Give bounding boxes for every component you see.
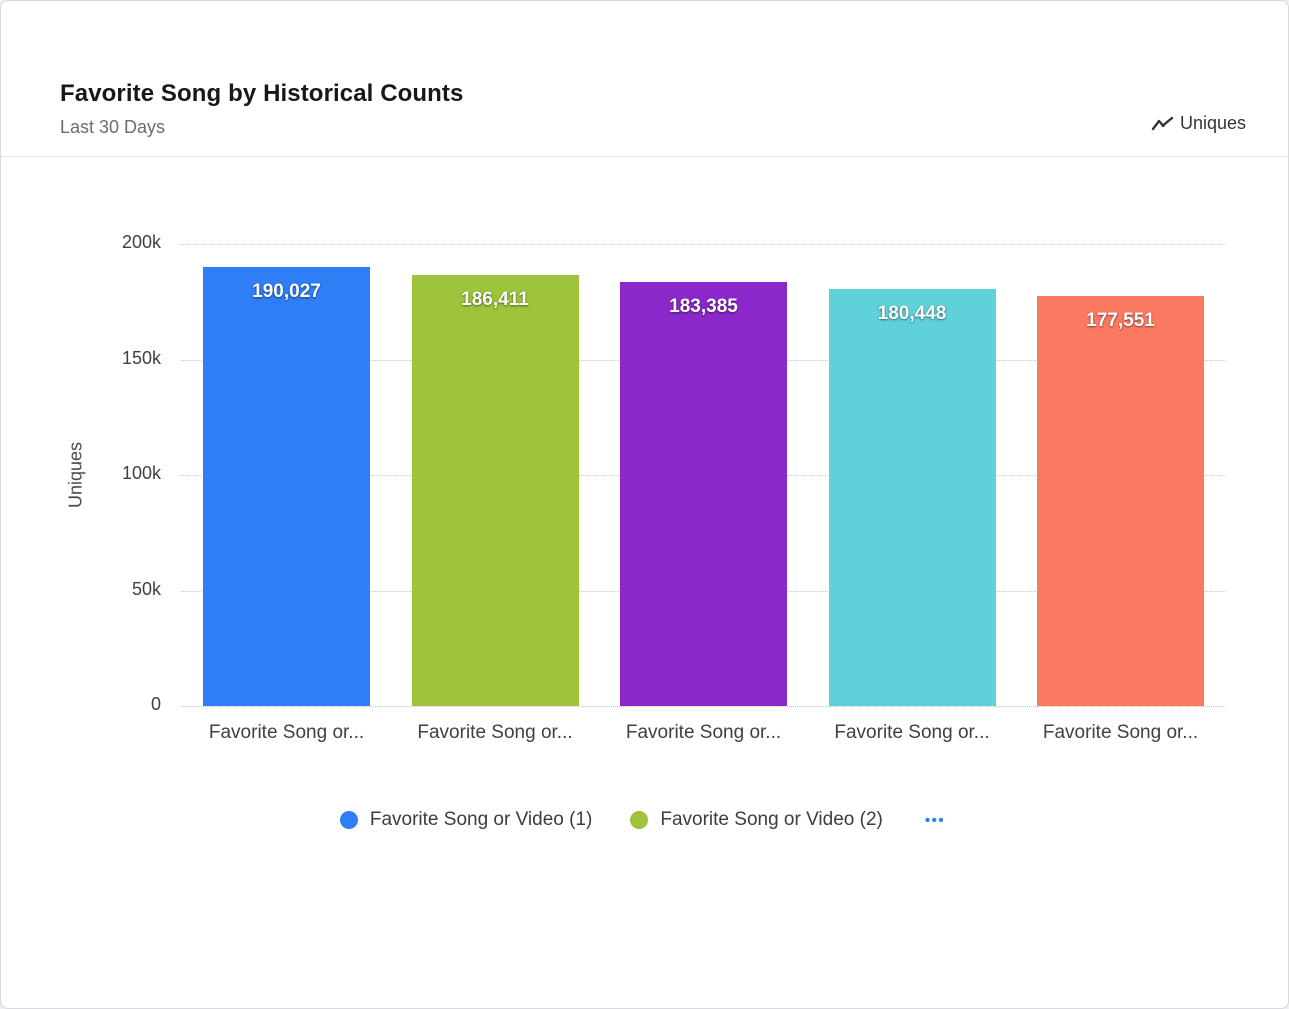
- legend-items: Favorite Song or Video (1) Favorite Song …: [339, 809, 883, 831]
- legend-label: Favorite Song or Video (2): [660, 809, 883, 830]
- bar-value-label: 183,385: [669, 296, 738, 318]
- bars-container: 190,027 186,411 183,385 180,448 177,551: [181, 244, 1226, 706]
- bar-slot: 183,385: [620, 244, 787, 706]
- bar-value-label: 177,551: [1086, 309, 1155, 331]
- bar-slot: 186,411: [411, 244, 579, 706]
- y-axis-label: Uniques: [65, 441, 86, 509]
- metric-label: Uniques: [1179, 113, 1246, 133]
- legend-label: Favorite Song or Video (1): [369, 809, 593, 830]
- bar-4[interactable]: 180,448: [828, 289, 996, 706]
- gridline-200k: 200k: [122, 232, 1226, 252]
- x-axis-category-label: Favorite Song or...: [417, 722, 573, 743]
- card-header: Favorite Song by Historical Counts Last …: [1, 1, 1288, 157]
- x-axis-category-label: Favorite Song or...: [625, 722, 782, 743]
- chart-subtitle: Last 30 Days: [60, 117, 166, 137]
- bar-slot: 177,551: [1037, 244, 1204, 706]
- bar-slot: 180,448: [828, 244, 996, 706]
- legend-color-dot: [339, 811, 358, 829]
- bar-5[interactable]: 177,551: [1037, 295, 1204, 706]
- y-tick-label: 0: [150, 694, 161, 714]
- bar-2[interactable]: 186,411: [411, 275, 579, 706]
- x-label-slot: Favorite Song or...: [412, 722, 579, 744]
- line-chart-icon: [1151, 116, 1174, 130]
- x-axis-category-label: Favorite Song or...: [834, 722, 990, 743]
- y-tick-label: 200k: [121, 232, 161, 252]
- legend-color-dot: [630, 811, 649, 829]
- bar-slot: 190,027: [203, 244, 370, 706]
- bar-3[interactable]: 183,385: [620, 282, 787, 706]
- legend-item[interactable]: Favorite Song or Video (2): [630, 809, 883, 831]
- x-label-slot: Favorite Song or...: [203, 722, 370, 744]
- x-axis-category-label: Favorite Song or...: [208, 722, 365, 743]
- legend-more-button[interactable]: •••: [921, 810, 949, 831]
- bar-value-label: 186,411: [461, 289, 529, 311]
- bar-value-label: 190,027: [252, 281, 321, 303]
- y-tick-label: 150k: [121, 347, 161, 368]
- y-tick-label: 50k: [131, 578, 161, 599]
- chart-title: Favorite Song by Historical Counts: [60, 80, 464, 107]
- header-text-block: Favorite Song by Historical Counts Last …: [60, 80, 463, 138]
- legend-item[interactable]: Favorite Song or Video (1): [339, 809, 593, 831]
- gridline-0: 0: [151, 694, 1226, 714]
- x-label-slot: Favorite Song or...: [1037, 722, 1204, 744]
- x-axis-category-label: Favorite Song or...: [1042, 722, 1199, 743]
- plot-area: 190,027 186,411 183,385 180,448 177,551 200k…: [122, 232, 1226, 714]
- x-axis-labels: Favorite Song or... Favorite Song or... Fa…: [181, 722, 1226, 744]
- x-label-slot: Favorite Song or...: [620, 722, 787, 744]
- legend: Favorite Song or Video (1) Favorite Song …: [1, 809, 1288, 831]
- y-tick-label: 100k: [121, 463, 161, 483]
- bar-value-label: 180,448: [877, 303, 947, 325]
- x-label-slot: Favorite Song or...: [829, 722, 996, 744]
- metric-selector[interactable]: Uniques: [1151, 113, 1246, 138]
- chart-region: Uniques 190,027 186,411 183,385 180,448 177,…: [1, 157, 1288, 1008]
- bar-1[interactable]: 190,027: [203, 267, 370, 706]
